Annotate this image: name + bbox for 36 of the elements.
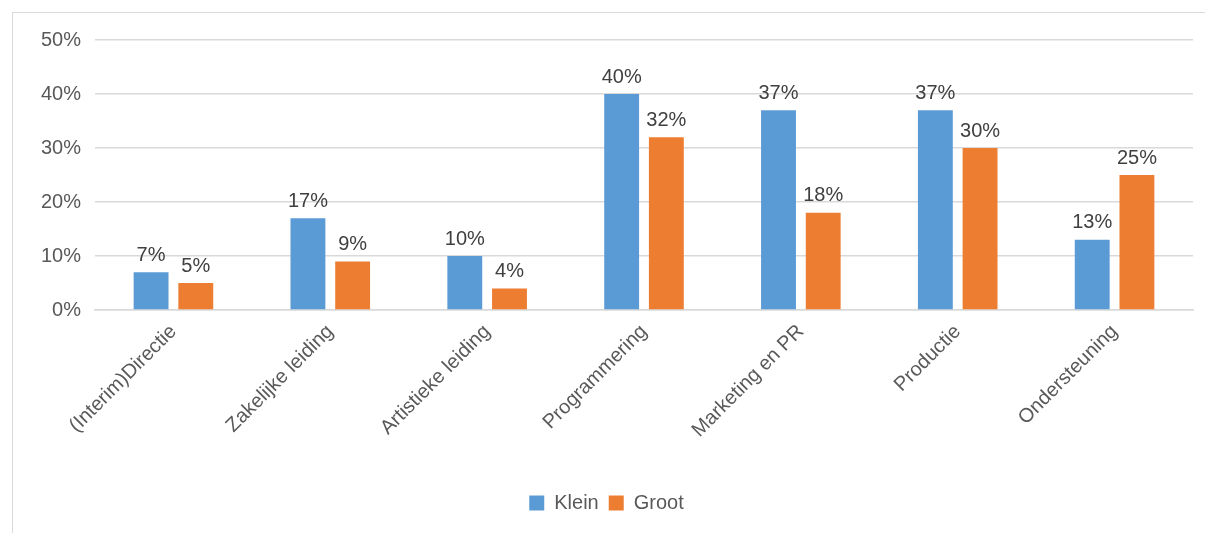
bar	[1119, 175, 1155, 310]
bar	[492, 288, 527, 310]
data-label: 37%	[915, 80, 956, 103]
legend-label: Klein	[554, 490, 599, 513]
data-label: 9%	[338, 231, 368, 254]
data-label: 30%	[960, 118, 1001, 141]
data-label: 4%	[495, 258, 525, 281]
bar	[604, 94, 640, 310]
data-label: 7%	[136, 242, 166, 265]
data-label: 18%	[803, 183, 844, 206]
bar	[1074, 239, 1110, 310]
bar	[335, 261, 371, 310]
bar	[648, 137, 684, 310]
bar	[133, 272, 169, 310]
data-label: 37%	[758, 80, 799, 103]
data-label: 40%	[601, 64, 642, 87]
y-tick-label: 40%	[40, 81, 82, 104]
bar	[447, 256, 483, 310]
data-label: 32%	[646, 107, 687, 130]
bar	[917, 110, 953, 310]
bar	[962, 148, 998, 310]
y-tick-label: 0%	[52, 297, 82, 320]
bar	[761, 110, 796, 310]
legend-label: Groot	[633, 490, 685, 513]
data-label: 10%	[444, 226, 486, 249]
data-label: 13%	[1072, 210, 1113, 233]
data-label: 25%	[1116, 145, 1158, 168]
bar	[178, 283, 214, 310]
y-tick-label: 20%	[40, 189, 82, 212]
y-tick-label: 10%	[40, 243, 82, 266]
y-tick-label: 50%	[40, 27, 82, 50]
data-label: 5%	[181, 253, 211, 276]
bar	[290, 218, 326, 310]
y-tick-label: 30%	[40, 135, 82, 158]
data-label: 17%	[287, 188, 329, 211]
bar	[805, 212, 841, 310]
